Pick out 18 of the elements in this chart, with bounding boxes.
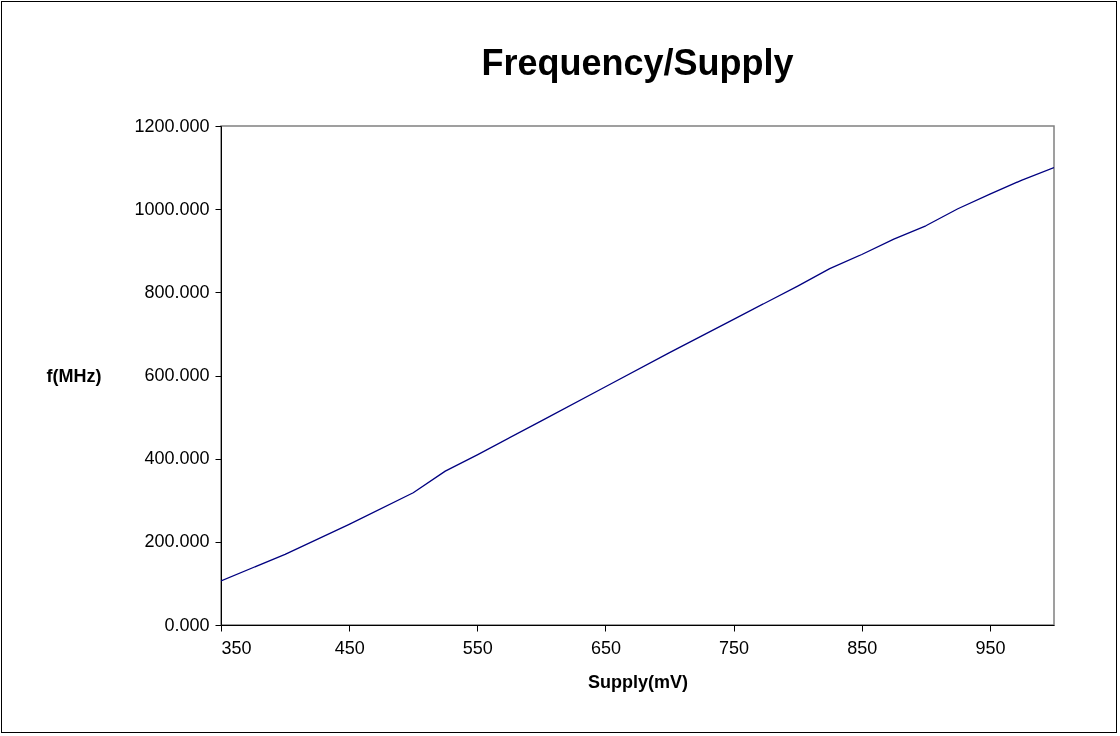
x-axis-title: Supply(mV) <box>587 671 689 692</box>
x-tick-label: 850 <box>847 637 878 658</box>
x-tick-label: 450 <box>334 637 365 658</box>
y-tick-label: 400.000 <box>144 448 210 469</box>
y-tick-label: 200.000 <box>144 531 210 552</box>
x-tick-label: 550 <box>462 637 493 658</box>
y-tick-label: 1000.000 <box>134 198 210 219</box>
y-axis-title: f(MHz) <box>46 365 102 386</box>
x-tick-label: 650 <box>590 637 621 658</box>
chart-title: Frequency/Supply <box>481 42 794 83</box>
y-tick-label: 1200.000 <box>134 115 210 136</box>
y-tick-label: 800.000 <box>144 281 210 302</box>
y-tick-label: 600.000 <box>144 365 210 385</box>
line-series <box>221 166 1054 582</box>
y-tick-label: 0.000 <box>164 614 210 635</box>
x-tick-label: 750 <box>719 637 750 658</box>
x-tick-label: 950 <box>975 637 1006 658</box>
x-tick-label: 350 <box>221 637 252 658</box>
